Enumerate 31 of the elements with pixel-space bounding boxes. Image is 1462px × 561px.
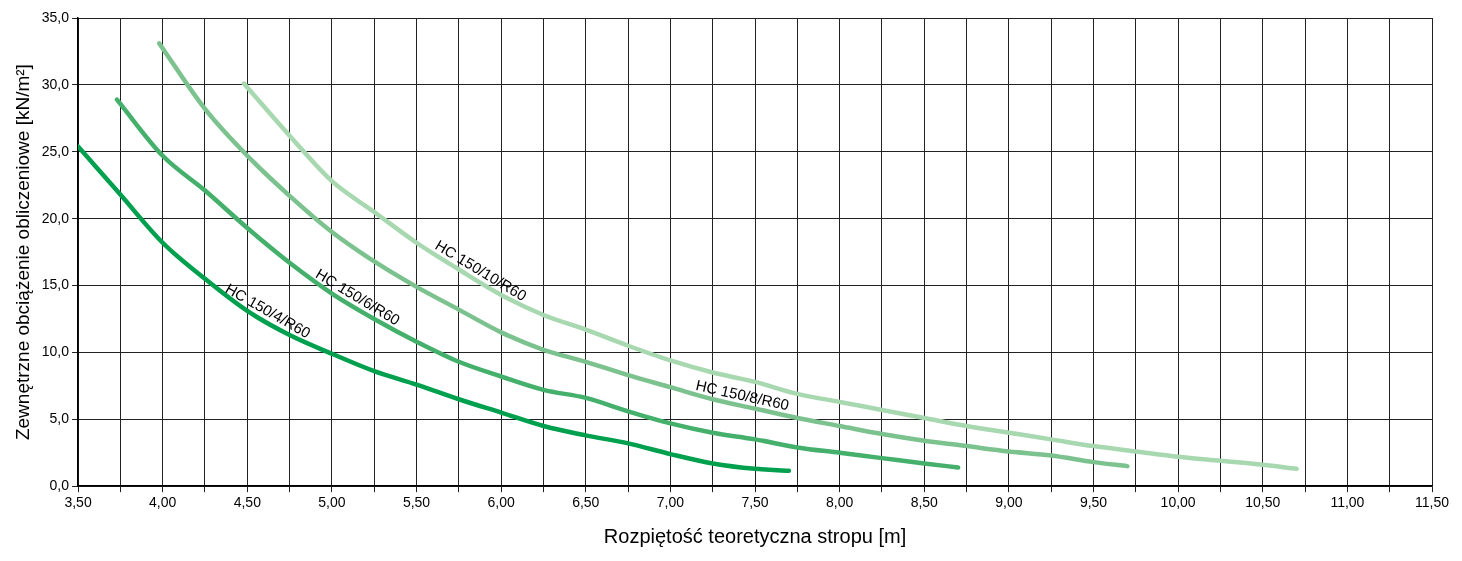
line-series: [157, 41, 1130, 469]
x-tick-label: 6,50: [572, 494, 600, 511]
x-tick-label: 3,50: [64, 494, 92, 511]
x-axis-title: Rozpiętość teoretyczna stropu [m]: [603, 524, 907, 547]
x-tick-label: 9,00: [995, 494, 1023, 511]
x-tick-label: 6,00: [487, 494, 515, 511]
line-series: [78, 144, 792, 474]
x-tick-label: 4,50: [233, 494, 262, 511]
y-axis-title: Zewnętrzne obciążenie obliczeniowe [kN/m²]: [11, 64, 33, 441]
y-tick-label: 15,0: [41, 276, 70, 293]
x-tick-label: 5,50: [402, 494, 431, 511]
x-tick-label: 4,00: [149, 494, 177, 511]
x-tick-label: 11,00: [1330, 494, 1365, 511]
x-tick-label: 8,00: [826, 494, 854, 511]
x-tick-label: 11,50: [1415, 494, 1450, 511]
x-tick-label: 7,50: [741, 494, 769, 511]
y-tick-label: 25,0: [41, 142, 70, 159]
x-tick-label: 8,50: [910, 494, 939, 511]
x-tick-label: 10,00: [1160, 494, 1196, 511]
x-tick-label: 10,50: [1245, 494, 1281, 511]
x-tick-label: 9,50: [1079, 494, 1108, 511]
y-tick-label: 35,0: [41, 8, 70, 25]
text: HC 150/8/R60: [694, 376, 791, 414]
y-tick-label: 20,0: [41, 209, 70, 226]
y-tick-label: 5,0: [49, 410, 70, 427]
line-series: [114, 97, 961, 470]
y-tick-label: 10,0: [41, 343, 70, 360]
x-tick-label: 5,00: [318, 494, 346, 511]
y-tick-label: 30,0: [41, 75, 70, 92]
y-tick-label: 0,0: [49, 477, 70, 494]
x-tick-label: 7,00: [656, 494, 685, 511]
